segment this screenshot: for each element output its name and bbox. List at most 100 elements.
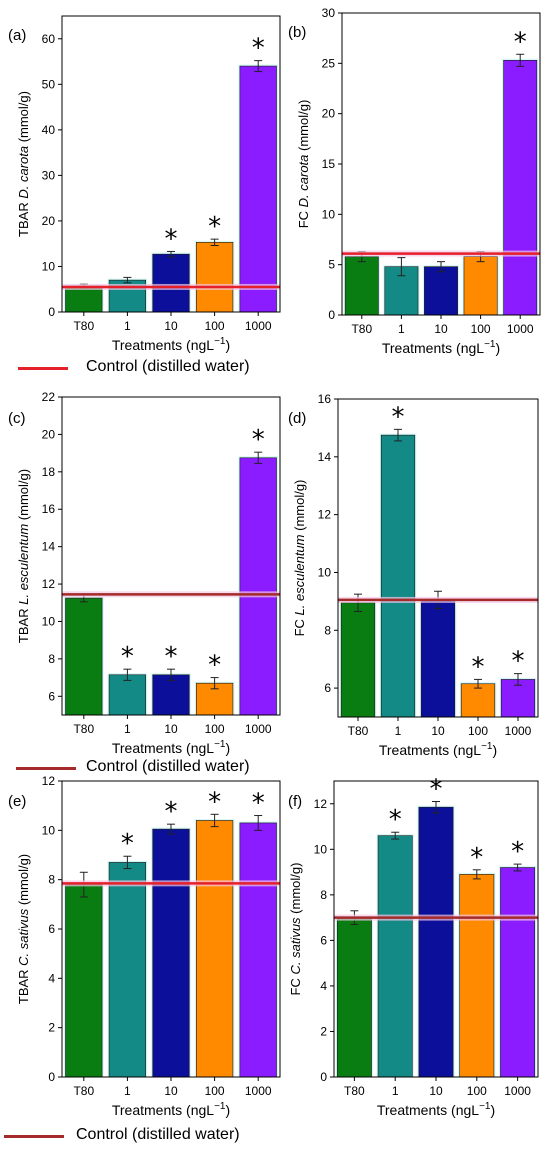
significance-marker: * <box>252 425 265 455</box>
y-axis-label-part: TBAR <box>16 966 31 1004</box>
x-tick-label: 1 <box>398 322 405 336</box>
x-axis-label-exponent: −1 <box>214 1101 226 1112</box>
x-tick-label: 1000 <box>507 322 534 336</box>
bar <box>420 599 456 718</box>
legend-control-1: Control (distilled water) <box>18 358 318 380</box>
x-tick-label: 1 <box>124 722 131 736</box>
legend-line <box>18 367 68 370</box>
x-axis-label-part: ) <box>495 340 500 356</box>
y-tick-label: 14 <box>42 540 56 554</box>
y-tick-label: 8 <box>320 888 327 902</box>
significance-marker: * <box>165 224 178 254</box>
x-axis-label-part: ) <box>225 337 230 353</box>
x-tick-label: T80 <box>73 1084 94 1098</box>
x-tick-label: 1 <box>392 1084 399 1098</box>
y-axis-label-part: FC <box>296 207 311 228</box>
x-axis-label: Treatments (ngL−1) <box>382 339 500 356</box>
y-tick-label: 40 <box>42 123 56 137</box>
y-tick-label: 8 <box>48 652 55 666</box>
x-tick-label: 1 <box>395 724 402 738</box>
y-tick-label: 16 <box>42 502 56 516</box>
bar <box>460 683 496 718</box>
panel-label: (c) <box>8 410 26 427</box>
y-tick-label: 30 <box>42 168 56 182</box>
significance-marker: * <box>389 805 402 835</box>
y-axis-label-species: D. carota <box>296 155 311 208</box>
y-axis-label-part: (mmol/g) <box>296 100 311 155</box>
y-axis-label: TBAR L. esculentum (mmol/g) <box>16 469 31 643</box>
chart-panel-d: T80 * 1 10 * 100 * 1000 6 8 10 12 14 16 (d) FC L. escul… <box>288 392 539 758</box>
bar <box>380 434 416 718</box>
bar <box>65 597 103 716</box>
y-tick-label: 0 <box>48 305 55 319</box>
y-tick-label: 4 <box>48 971 55 985</box>
y-axis-label: FC D. carota (mmol/g) <box>296 100 311 229</box>
significance-marker: * <box>392 402 405 432</box>
x-axis-label-part: Treatments (ngL <box>379 742 481 758</box>
y-tick-label: 12 <box>318 508 332 522</box>
x-tick-label: 1 <box>124 319 131 333</box>
y-tick-label: 10 <box>318 565 332 579</box>
plot-frame <box>333 780 539 1078</box>
y-tick-label: 6 <box>320 933 327 947</box>
x-axis-label-part: Treatments (ngL <box>112 1102 214 1118</box>
x-tick-label: 1000 <box>505 724 532 738</box>
bar <box>195 242 234 313</box>
x-tick-label: T80 <box>351 322 372 336</box>
y-tick-label: 15 <box>322 157 336 171</box>
x-axis-label-part: ) <box>492 742 497 758</box>
legend-label: Control (distilled water) <box>86 358 250 375</box>
x-axis-label: Treatments (ngL−1) <box>377 1101 495 1118</box>
y-tick-label: 12 <box>42 577 56 591</box>
y-tick-label: 10 <box>42 614 56 628</box>
x-axis-label-exponent: −1 <box>481 741 493 752</box>
x-tick-label: 1000 <box>245 319 272 333</box>
bar <box>239 65 277 313</box>
x-axis-label-part: ) <box>225 740 230 756</box>
bar <box>239 822 277 1078</box>
bar <box>418 806 454 1078</box>
x-axis-label: Treatments (ngL−1) <box>379 741 497 758</box>
significance-marker: * <box>511 837 524 867</box>
y-axis-label: FC L. esculentum (mmol/g) <box>292 480 307 637</box>
significance-marker: * <box>252 34 265 64</box>
y-tick-label: 30 <box>322 6 336 20</box>
y-tick-label: 10 <box>42 259 56 273</box>
chart-panel-a: T80 1 * 10 * 100 * 1000 0 10 20 30 40 50 60 (a) TBAR D. … <box>8 15 281 353</box>
significance-marker: * <box>430 774 443 804</box>
plot-frame <box>337 398 539 718</box>
chart-panel-b: T80 1 10 100 * 1000 0 5 10 15 20 25 30 (b) FC D. carot… <box>288 6 541 356</box>
chart-panel-f: T80 * 1 * 10 * 100 * 1000 0 2 4 6 8 10 12 (f) FC C. sativ… <box>288 774 539 1118</box>
x-tick-label: T80 <box>73 722 94 736</box>
plot-frame <box>61 396 281 716</box>
y-axis-label-part: FC <box>292 615 307 636</box>
x-tick-label: T80 <box>73 319 94 333</box>
y-tick-label: 6 <box>48 689 55 703</box>
y-axis-label: TBAR C. sativus (mmol/g) <box>16 854 31 1004</box>
y-axis-label-part: (mmol/g) <box>16 91 31 146</box>
y-tick-label: 12 <box>42 774 56 788</box>
bar <box>463 256 498 316</box>
x-tick-label: 100 <box>205 1084 225 1098</box>
panel-label: (a) <box>8 27 26 44</box>
panel-label: (e) <box>8 793 26 810</box>
y-axis-label-species: L. esculentum <box>16 524 31 605</box>
x-tick-label: 10 <box>431 724 445 738</box>
significance-marker: * <box>121 642 134 672</box>
y-tick-label: 14 <box>318 450 332 464</box>
x-axis-label-exponent: −1 <box>484 339 496 350</box>
y-axis-label-part: TBAR <box>16 605 31 643</box>
x-tick-label: 1000 <box>245 1084 272 1098</box>
y-tick-label: 6 <box>324 681 331 695</box>
y-axis-label-part: TBAR <box>16 199 31 237</box>
y-axis-label-species: C. sativus <box>288 917 303 975</box>
significance-marker: * <box>472 652 485 682</box>
legend-label: Control (distilled water) <box>86 758 250 775</box>
bar <box>195 820 234 1078</box>
x-axis-label-part: Treatments (ngL <box>377 1102 479 1118</box>
x-axis-label: Treatments (ngL−1) <box>112 336 230 353</box>
y-axis-label-part: FC <box>288 975 303 996</box>
significance-marker: * <box>165 642 178 672</box>
x-axis-label: Treatments (ngL−1) <box>112 739 230 756</box>
bar <box>424 266 458 316</box>
